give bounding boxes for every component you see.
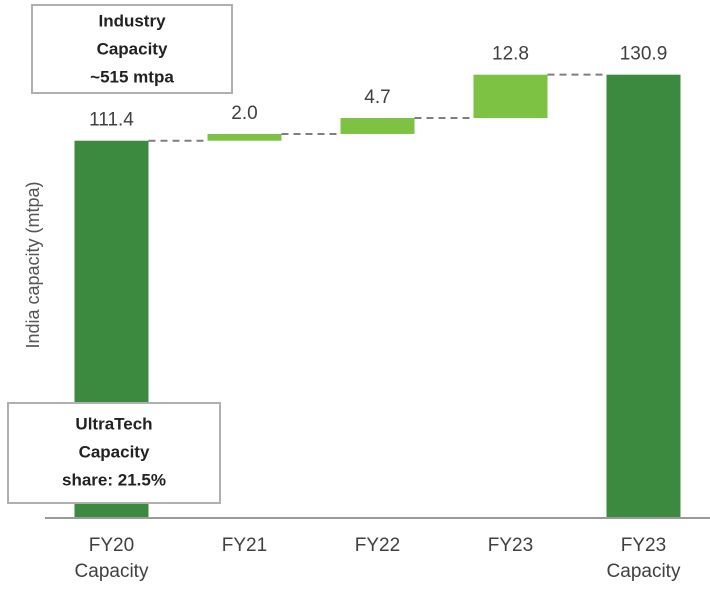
annotation-text: Industry xyxy=(98,11,166,30)
value-label: 111.4 xyxy=(89,110,134,131)
annotation-text: share: 21.5% xyxy=(62,470,166,489)
annotation-text: Capacity xyxy=(97,39,168,58)
bar xyxy=(606,74,681,518)
x-tick-label: FY20 xyxy=(89,535,134,556)
bar xyxy=(473,74,548,119)
bar xyxy=(340,118,415,134)
value-label: 12.8 xyxy=(492,44,529,65)
annotation-box xyxy=(31,4,233,94)
x-tick-label: Capacity xyxy=(75,561,149,582)
y-axis-label: India capacity (mtpa) xyxy=(23,181,43,348)
value-label: 2.0 xyxy=(231,103,257,124)
x-tick-label: Capacity xyxy=(607,561,681,582)
annotation-text: Capacity xyxy=(79,442,150,461)
x-tick-label: FY23 xyxy=(488,535,533,556)
annotation-box xyxy=(7,402,221,504)
annotation-text: ~515 mtpa xyxy=(90,67,174,86)
x-tick-label: FY22 xyxy=(355,535,400,556)
x-tick-label: FY21 xyxy=(222,535,267,556)
value-label: 4.7 xyxy=(364,87,390,108)
x-tick-label: FY23 xyxy=(621,535,666,556)
bar xyxy=(207,133,282,141)
value-label: 130.9 xyxy=(620,44,668,65)
annotation-text: UltraTech xyxy=(75,414,152,433)
